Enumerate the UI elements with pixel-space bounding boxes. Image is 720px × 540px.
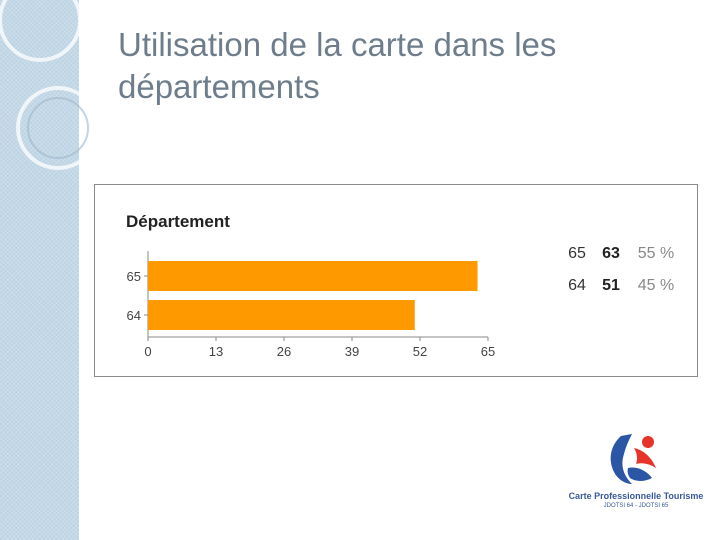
x-tick-label: 65 bbox=[481, 344, 495, 359]
table-label: 65 bbox=[568, 245, 586, 262]
slide-title: Utilisation de la carte dans les départe… bbox=[118, 24, 678, 108]
chart-panel: Département 0 13 26 39 52 65 65 64 65 63 55 % 64 51 4… bbox=[94, 184, 698, 377]
tourism-logo-icon bbox=[610, 434, 656, 484]
y-tick-label: 65 bbox=[127, 269, 141, 284]
table-count: 51 bbox=[602, 277, 620, 294]
decorative-circles bbox=[0, 0, 100, 170]
carte-pro-logo: Carte Professionnelle Tourisme JDOTSI 64… bbox=[566, 428, 706, 518]
logo-text-line-2: JDOTSI 64 - JDOTSI 65 bbox=[603, 503, 669, 509]
y-tick-label: 64 bbox=[127, 308, 141, 323]
slide-title-line-1: Utilisation de la carte dans les bbox=[118, 26, 557, 63]
bar-64 bbox=[148, 300, 415, 330]
x-tick-label: 0 bbox=[144, 344, 151, 359]
table-percent: 55 % bbox=[638, 245, 674, 262]
bar-chart: Département 0 13 26 39 52 65 65 64 65 63 55 % 64 51 4… bbox=[126, 212, 674, 359]
x-tick-label: 13 bbox=[209, 344, 223, 359]
table-count: 63 bbox=[602, 245, 620, 262]
logo-text-line-1: Carte Professionnelle Tourisme bbox=[568, 491, 704, 501]
table-label: 64 bbox=[568, 277, 586, 294]
x-tick-label: 39 bbox=[345, 344, 359, 359]
bar-65 bbox=[148, 261, 478, 291]
table-percent: 45 % bbox=[638, 277, 674, 294]
chart-title: Département bbox=[126, 212, 230, 231]
x-tick-label: 52 bbox=[413, 344, 427, 359]
x-tick-label: 26 bbox=[277, 344, 291, 359]
slide-title-line-2: départements bbox=[118, 68, 320, 105]
